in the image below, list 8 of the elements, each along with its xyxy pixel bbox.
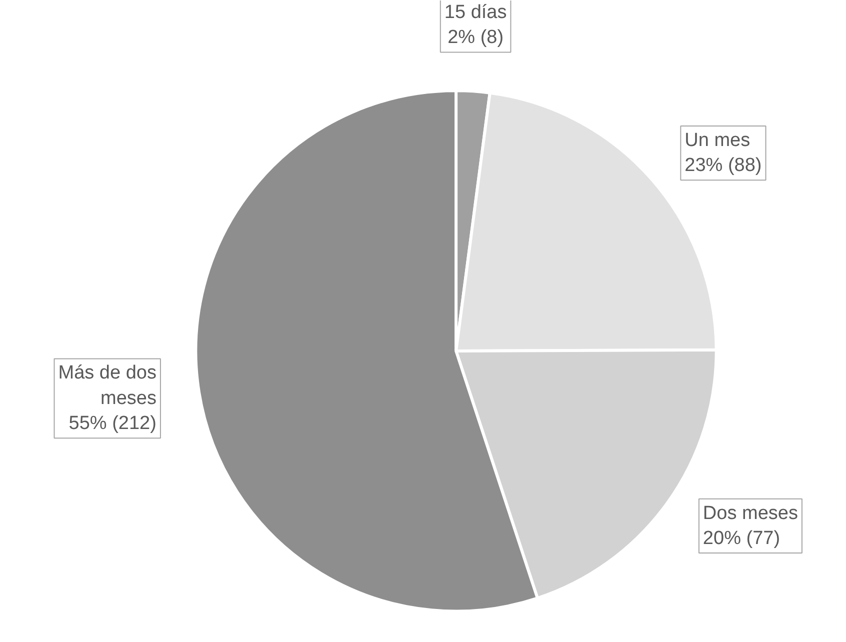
data-label: 2% (8) bbox=[448, 27, 504, 48]
data-label: 23% (88) bbox=[684, 155, 762, 176]
slice-label: Más de dos meses bbox=[58, 362, 156, 409]
slice-label: Dos meses bbox=[702, 502, 798, 524]
slice-label: Un mes bbox=[684, 130, 750, 151]
slice-label: 15 días bbox=[444, 2, 507, 24]
data-label: 55% (212) bbox=[68, 413, 156, 434]
data-label: 20% (77) bbox=[702, 528, 780, 550]
